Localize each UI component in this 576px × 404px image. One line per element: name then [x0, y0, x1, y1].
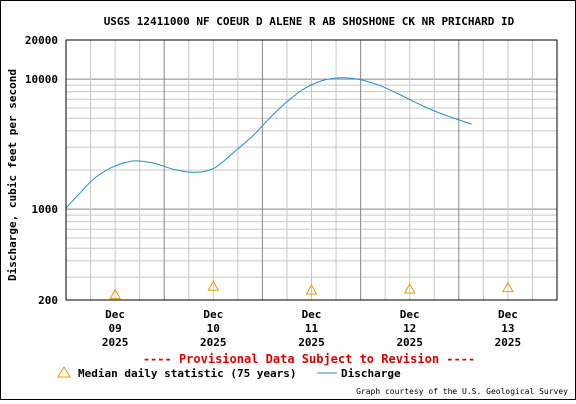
median-marker — [502, 281, 514, 293]
x-tick-label: 11 — [305, 322, 319, 335]
x-tick-label: 2025 — [396, 336, 423, 349]
legend-median-marker — [57, 366, 71, 378]
y-tick-label: 10000 — [25, 73, 58, 86]
x-tick-label: 2025 — [495, 336, 522, 349]
y-tick-label: 200 — [38, 294, 58, 307]
y-tick-labels: 20000 10000 1000 200 — [25, 34, 58, 307]
y-axis-label: Discharge, cubic feet per second — [6, 69, 19, 281]
x-tick-label: 09 — [108, 322, 121, 335]
median-marker — [403, 282, 416, 294]
x-tick-label: Dec — [400, 308, 420, 321]
median-marker — [207, 280, 220, 291]
x-tick-label: 12 — [403, 322, 416, 335]
median-marker — [305, 284, 318, 295]
chart-title: USGS 12411000 NF COEUR D ALENE R AB SHOS… — [104, 15, 515, 28]
x-tick-label: 2025 — [102, 336, 129, 349]
median-markers — [109, 280, 514, 300]
x-tick-label: 2025 — [200, 336, 227, 349]
x-tick-label: 10 — [207, 322, 220, 335]
x-tick-label: Dec — [203, 308, 223, 321]
y-tick-label: 20000 — [25, 34, 58, 47]
y-tick-label: 1000 — [32, 203, 59, 216]
x-tick-labels: Dec092025Dec102025Dec112025Dec122025Dec1… — [102, 308, 521, 349]
x-tick-label: Dec — [302, 308, 322, 321]
discharge-series — [65, 77, 472, 209]
x-tick-label: 2025 — [298, 336, 325, 349]
grid — [65, 39, 558, 301]
x-tick-label: 13 — [501, 322, 514, 335]
plot-border — [65, 39, 558, 301]
x-tick-label: Dec — [105, 308, 125, 321]
legend-median-label: Median daily statistic (75 years) — [78, 367, 297, 380]
legend: Median daily statistic (75 years) Discha… — [57, 366, 401, 380]
median-marker — [109, 288, 121, 300]
discharge-line — [65, 77, 472, 209]
x-tick-label: Dec — [498, 308, 518, 321]
legend-discharge-label: Discharge — [341, 367, 401, 380]
provisional-note: ---- Provisional Data Subject to Revisio… — [143, 352, 475, 366]
credit-text: Graph courtesy of the U.S. Geological Su… — [356, 387, 568, 396]
